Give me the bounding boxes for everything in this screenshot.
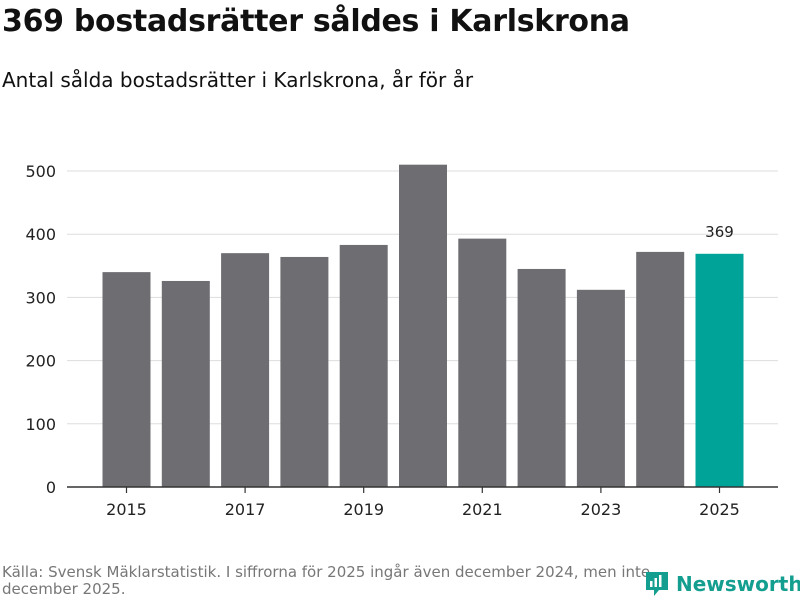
- y-tick-label: 400: [25, 225, 56, 244]
- x-tick-label: 2019: [343, 500, 384, 519]
- y-tick-label: 0: [46, 478, 56, 497]
- source-note: Källa: Svensk Mäklarstatistik. I siffror…: [2, 563, 651, 598]
- x-tick-label: 2025: [699, 500, 740, 519]
- x-tick-label: 2023: [581, 500, 622, 519]
- newsworthy-logo: Newsworthy: [644, 570, 800, 598]
- x-tick-label: 2021: [462, 500, 503, 519]
- bar-chart: 0 100 200 300 400 500 369 2015 2017 2019 2021 2023 2…: [25, 162, 778, 519]
- bar-2025: [695, 253, 744, 487]
- y-tick-label: 200: [25, 352, 56, 371]
- x-tick-label: 2017: [225, 500, 266, 519]
- bar-2019: [339, 244, 388, 487]
- newsworthy-icon: [646, 572, 668, 596]
- bar-2016: [161, 280, 210, 487]
- bar-2017: [221, 253, 270, 487]
- bar-2022: [517, 268, 566, 487]
- x-tick-label: 2015: [106, 500, 147, 519]
- bar-2018: [280, 256, 329, 487]
- bar-2024: [636, 251, 685, 487]
- y-tick-label: 100: [25, 415, 56, 434]
- bar-2015: [102, 272, 151, 487]
- data-label: 369: [705, 223, 734, 241]
- bar-2020: [399, 164, 447, 487]
- chart-title: 369 bostadsrätter såldes i Karlskrona: [2, 4, 630, 39]
- chart-subtitle: Antal sålda bostadsrätter i Karlskrona, …: [2, 68, 474, 92]
- y-tick-label: 500: [25, 162, 56, 181]
- bar-2021: [458, 238, 507, 487]
- y-tick-label: 300: [25, 288, 56, 307]
- bar-2023: [576, 289, 625, 487]
- brand-name: Newsworthy: [676, 572, 800, 596]
